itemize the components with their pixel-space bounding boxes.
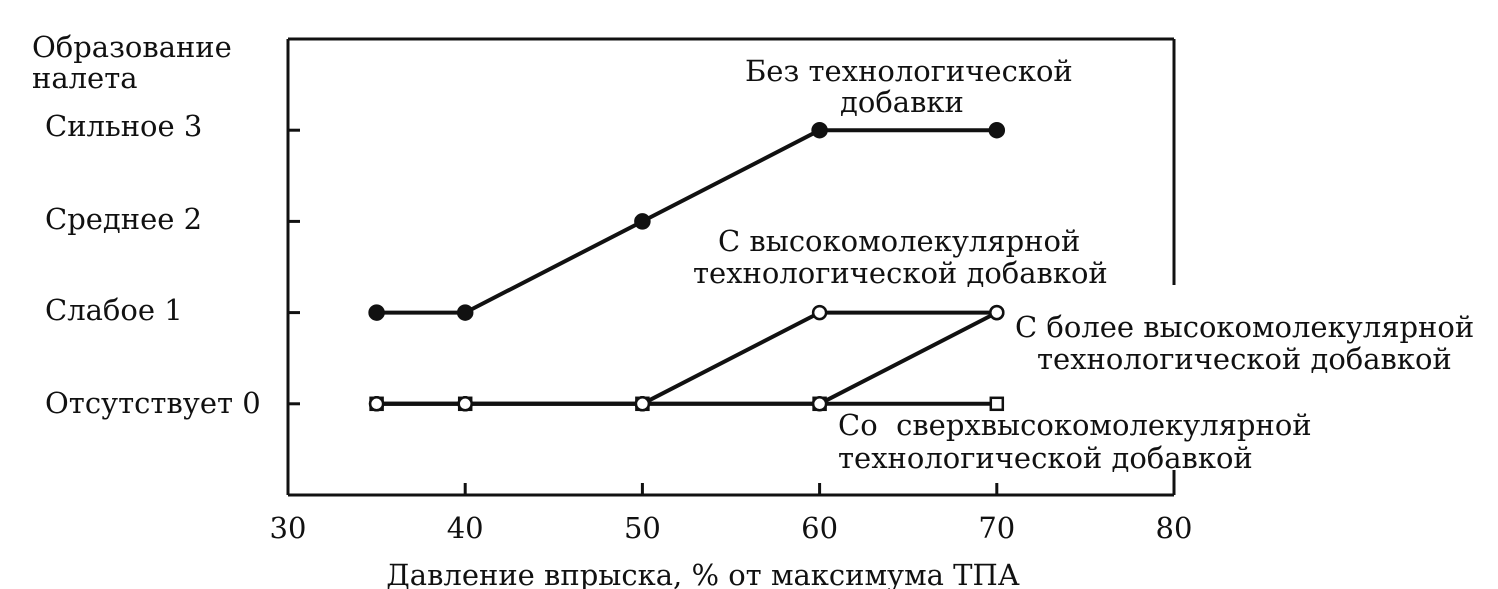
series-1-point-70 — [989, 304, 1005, 321]
annotation-no-additive-line-2: добавки — [840, 85, 964, 119]
x-ticks: 30 40 50 60 70 80 — [270, 483, 1193, 545]
annotation-ultra-mw-line-1: Со сверхвысокомолекулярной — [838, 408, 1312, 442]
series-1-point-50 — [634, 396, 651, 412]
annotation-ultra-mw-line-2: технологической добавкой — [838, 441, 1253, 475]
x-tick-label-50: 50 — [624, 511, 661, 545]
y-level-label-0: Отсутствует 0 — [45, 386, 261, 420]
annotation-no-additive-line-1: Без технологической — [745, 54, 1073, 88]
y-level-label-2: Среднее 2 — [45, 202, 202, 236]
series-1-point-40 — [457, 396, 473, 412]
x-tick-label-60: 60 — [801, 511, 838, 545]
annotation-high-mw-line-1: С высокомолекулярной — [718, 224, 1080, 258]
annotation-higher-mw-line-1: С более высокомолекулярной — [1015, 310, 1474, 344]
series-1-point-60 — [811, 304, 828, 321]
y-level-label-1: Слабое 1 — [45, 293, 183, 327]
y-axis-title-line-1: Образование — [32, 30, 232, 64]
x-axis-title: Давление впрыска, % от максимума ТПА — [386, 558, 1020, 589]
series-3-point-70 — [989, 396, 1005, 412]
x-tick-label-80: 80 — [1156, 511, 1193, 545]
series-1-point-35 — [368, 396, 385, 412]
series-0-point-35 — [368, 304, 385, 321]
y-level-label-3: Сильное 3 — [45, 109, 202, 143]
y-ticks — [288, 128, 300, 406]
series-2-point-60 — [811, 396, 828, 412]
y-axis-title-line-2: налета — [32, 61, 138, 95]
series-0-point-70 — [988, 121, 1006, 139]
series-0-point-50 — [634, 213, 651, 230]
series-0-point-60 — [811, 121, 828, 139]
series-0-point-40 — [456, 304, 474, 321]
annotation-high-mw-line-2: технологической добавкой — [693, 256, 1108, 290]
plot-frame — [286, 37, 1176, 497]
series-layer — [368, 121, 1006, 412]
x-tick-label-30: 30 — [270, 511, 307, 545]
x-tick-label-70: 70 — [978, 511, 1015, 545]
annotation-higher-mw-line-2: технологической добавкой — [1037, 342, 1452, 376]
x-tick-label-40: 40 — [447, 511, 484, 545]
